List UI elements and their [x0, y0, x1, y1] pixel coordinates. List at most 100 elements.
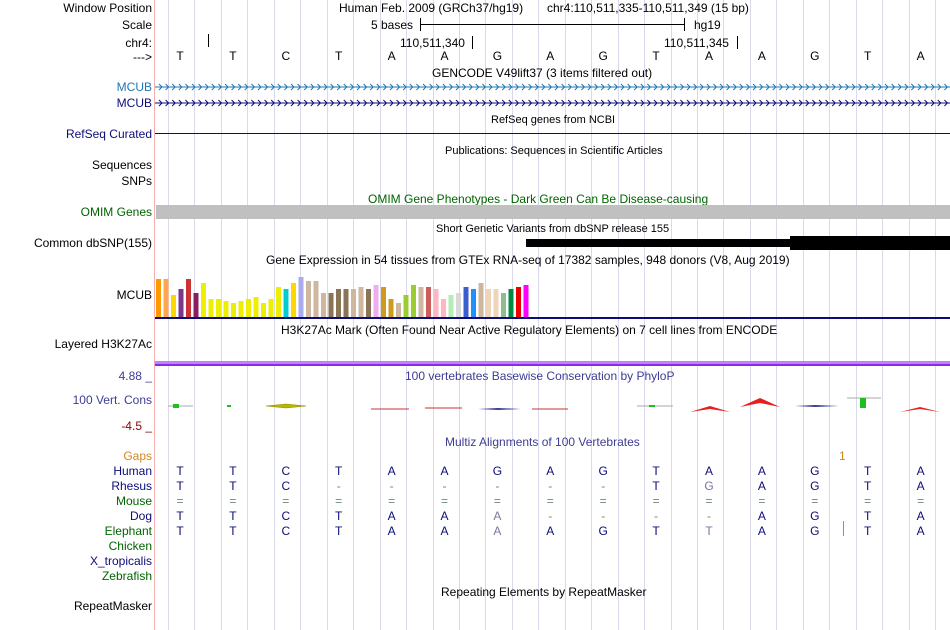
gtex-tissue-bar[interactable]	[478, 283, 484, 317]
gtex-tissue-bar[interactable]	[411, 285, 416, 317]
gtex-tissue-bar[interactable]	[246, 299, 251, 317]
dbsnp-label[interactable]: Common dbSNP(155)	[33, 236, 152, 250]
gtex-tissue-bar[interactable]	[313, 281, 319, 317]
snps-label[interactable]: SNPs	[121, 174, 152, 188]
gtex-tissue-bar[interactable]	[486, 289, 491, 317]
gtex-tissue-bar[interactable]	[321, 293, 326, 317]
strand-chevron	[462, 99, 467, 107]
gtex-tissue-bar[interactable]	[276, 287, 281, 317]
gtex-tissue-bar[interactable]	[351, 289, 356, 317]
strand-chevron	[561, 83, 566, 91]
repeatmasker-label[interactable]: RepeatMasker	[73, 599, 152, 613]
phylop-conservation-plot[interactable]	[155, 392, 950, 420]
gtex-expression-chart[interactable]	[155, 270, 555, 318]
strand-chevron	[416, 99, 421, 107]
strand-chevron	[257, 99, 262, 107]
species-label[interactable]: Human	[113, 464, 152, 478]
gtex-tissue-bar[interactable]	[231, 303, 236, 317]
h3k27ac-signal[interactable]	[155, 361, 950, 364]
gtex-tissue-bar[interactable]	[403, 295, 409, 317]
gtex-tissue-bar[interactable]	[163, 279, 169, 317]
gencode-item-2-label[interactable]: MCUB	[116, 96, 152, 110]
species-label[interactable]: Rhesus	[111, 479, 152, 493]
gtex-tissue-bar[interactable]	[426, 287, 431, 317]
strand-chevron	[442, 99, 447, 107]
strand-chevron	[158, 99, 163, 107]
strand-chevron	[904, 83, 909, 91]
gtex-tissue-bar[interactable]	[291, 283, 296, 317]
gtex-tissue-bar[interactable]	[358, 287, 364, 317]
species-label[interactable]: Mouse	[115, 494, 152, 508]
gtex-tissue-bar[interactable]	[193, 293, 199, 317]
gtex-tissue-bar[interactable]	[268, 299, 274, 317]
phylop-label[interactable]: 100 Vert. Cons	[72, 393, 152, 407]
grid-line	[538, 0, 540, 630]
gtex-tissue-bar[interactable]	[298, 277, 304, 317]
gtex-tissue-bar[interactable]	[396, 303, 401, 317]
alignment-base: C	[281, 464, 291, 478]
gtex-tissue-bar[interactable]	[336, 289, 341, 317]
refseq-label[interactable]: RefSeq Curated	[65, 127, 152, 141]
publications-label[interactable]: Sequences	[91, 158, 152, 172]
strand-chevron	[548, 83, 553, 91]
gtex-tissue-bar[interactable]	[441, 299, 446, 317]
position-text[interactable]: chr4:110,511,335-110,511,349 (15 bp)	[547, 1, 749, 15]
gtex-tissue-bar[interactable]	[433, 289, 439, 317]
strand-chevron	[363, 99, 368, 107]
gencode-item-1-label[interactable]: MCUB	[116, 80, 152, 94]
gtex-tissue-bar[interactable]	[418, 287, 424, 317]
gtex-tissue-bar[interactable]	[156, 279, 161, 317]
gtex-tissue-bar[interactable]	[448, 295, 454, 317]
gtex-tissue-bar[interactable]	[253, 297, 259, 317]
gtex-tissue-bar[interactable]	[463, 287, 469, 317]
gtex-tissue-bar[interactable]	[471, 289, 476, 317]
species-label[interactable]: Chicken	[108, 539, 152, 553]
gtex-tissue-bar[interactable]	[223, 301, 229, 317]
alignment-base: T	[176, 524, 184, 538]
strand-chevron	[185, 99, 190, 107]
gaps-label[interactable]: Gaps	[123, 449, 152, 463]
gtex-tissue-bar[interactable]	[381, 287, 386, 317]
gtex-tissue-bar[interactable]	[523, 285, 529, 317]
gtex-tissue-bar[interactable]	[516, 287, 521, 317]
omim-label[interactable]: OMIM Genes	[80, 205, 152, 219]
window-position-label: Window Position	[63, 1, 152, 15]
gencode-gene-models[interactable]	[155, 80, 950, 110]
repeatmasker-title: Repeating Elements by RepeatMasker	[441, 585, 647, 599]
h3k27ac-label[interactable]: Layered H3K27Ac	[54, 337, 152, 351]
gtex-tissue-bar[interactable]	[178, 289, 184, 317]
gtex-tissue-bar[interactable]	[261, 303, 266, 317]
gtex-tissue-bar[interactable]	[343, 289, 349, 317]
species-label[interactable]: Dog	[129, 509, 152, 523]
gtex-tissue-bar[interactable]	[493, 289, 499, 317]
species-label[interactable]: Elephant	[104, 524, 152, 538]
gtex-tissue-bar[interactable]	[171, 295, 176, 317]
dbsnp-variant-bar-2[interactable]	[790, 236, 950, 250]
scale-bar	[420, 24, 684, 25]
gtex-tissue-bar[interactable]	[186, 279, 191, 317]
gtex-tissue-bar[interactable]	[208, 299, 214, 317]
refseq-gene-line[interactable]	[155, 133, 950, 134]
strand-chevron	[343, 83, 348, 91]
gtex-tissue-bar[interactable]	[238, 301, 244, 317]
species-label[interactable]: X_tropicalis	[89, 554, 152, 568]
gtex-tissue-bar[interactable]	[306, 281, 311, 317]
grid-line	[723, 0, 725, 630]
gtex-tissue-bar[interactable]	[456, 293, 461, 317]
gtex-tissue-bar[interactable]	[501, 293, 506, 317]
gtex-tissue-bar[interactable]	[283, 289, 289, 317]
gtex-baseline	[155, 317, 950, 319]
gtex-tissue-bar[interactable]	[388, 299, 394, 317]
dbsnp-variant-bar-1[interactable]	[526, 239, 790, 247]
gtex-tissue-bar[interactable]	[328, 293, 334, 317]
gtex-tissue-bar[interactable]	[366, 289, 371, 317]
gtex-tissue-bar[interactable]	[508, 289, 514, 317]
grid-line	[882, 0, 884, 630]
gtex-tissue-bar[interactable]	[373, 285, 379, 317]
omim-phenotype-bar[interactable]	[156, 205, 950, 219]
species-label[interactable]: Zebrafish	[101, 569, 152, 583]
gtex-tissue-bar[interactable]	[216, 299, 221, 317]
gtex-label[interactable]: MCUB	[116, 288, 152, 302]
gtex-tissue-bar[interactable]	[201, 283, 206, 317]
alignment-base: -	[601, 509, 606, 523]
